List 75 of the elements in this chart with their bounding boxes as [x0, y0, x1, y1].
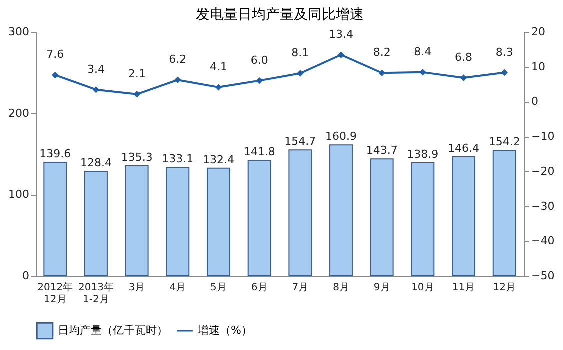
point	[297, 70, 304, 77]
point	[378, 70, 386, 76]
point	[420, 69, 426, 76]
y2-tick-label: 10	[532, 60, 546, 74]
bar	[84, 171, 108, 276]
bar	[288, 150, 312, 276]
data-label: 6.2	[169, 53, 187, 66]
point	[134, 91, 140, 98]
data-label: 6.8	[455, 51, 473, 64]
y-tick-label: 300	[8, 26, 30, 38]
bar	[248, 160, 272, 276]
data-label: 141.8	[244, 146, 276, 159]
data-label: 4.1	[210, 60, 228, 74]
point	[215, 84, 222, 91]
data-label: 143.7	[366, 144, 398, 158]
x-tick-label: 5月	[210, 282, 227, 294]
x-tick-label: 2013年 1-2月	[78, 282, 114, 306]
data-label: 2.1	[128, 67, 146, 80]
y2-tick-label: −20	[532, 164, 555, 178]
bar	[207, 168, 230, 276]
point	[174, 76, 182, 84]
data-label: 128.4	[80, 156, 112, 170]
legend-label: 增速（%）	[197, 324, 252, 337]
bar	[166, 167, 190, 276]
y2-tick-label: 0	[532, 95, 538, 108]
y2-tick-label: −50	[532, 270, 555, 282]
x-tick-label: 7月	[292, 282, 309, 294]
legend-label: 日均产量（亿千瓦时）	[58, 324, 168, 337]
data-label: 154.2	[488, 136, 520, 149]
bar	[492, 150, 516, 276]
x-tick-label: 11月	[452, 282, 476, 294]
data-label: 8.1	[292, 46, 310, 60]
data-label: 7.6	[46, 48, 64, 62]
data-label: 8.4	[414, 45, 432, 58]
data-label: 146.4	[448, 142, 480, 155]
data-label: 139.6	[40, 147, 72, 160]
bar	[411, 162, 435, 276]
bar	[44, 162, 68, 276]
point	[256, 77, 263, 84]
x-tick-label: 3月	[128, 282, 146, 294]
y-tick-label: 200	[8, 106, 30, 120]
bar	[370, 158, 394, 276]
bar	[452, 156, 476, 276]
data-label: 138.9	[407, 148, 439, 162]
x-tick-label: 12月	[493, 282, 516, 294]
x-tick-label: 4月	[170, 282, 186, 294]
data-label: 8.2	[373, 46, 391, 60]
y2-tick-label: −10	[532, 130, 555, 144]
y-tick-label: 100	[8, 188, 30, 202]
data-label: 135.3	[121, 150, 153, 164]
point	[338, 52, 345, 58]
bar	[330, 144, 353, 276]
point	[460, 74, 468, 82]
x-tick-label: 8月	[333, 282, 350, 294]
data-label: 8.3	[496, 46, 514, 59]
point	[501, 69, 508, 76]
data-label: 3.4	[87, 62, 105, 76]
data-label: 133.1	[162, 152, 194, 166]
data-label: 6.0	[250, 54, 268, 67]
x-tick-label: 2012年 12月	[38, 282, 74, 306]
y-tick-label: 0	[22, 270, 30, 282]
x-tick-label: 9月	[374, 282, 390, 294]
data-label: 154.7	[284, 135, 316, 148]
y2-tick-label: −30	[532, 200, 555, 213]
data-label: 13.4	[329, 28, 354, 42]
bar	[125, 165, 149, 276]
point	[52, 72, 59, 79]
x-tick-label: 10月	[412, 282, 434, 294]
x-tick-label: 6月	[251, 282, 268, 294]
y2-tick-label: −40	[532, 234, 555, 248]
chart-title: 发电量日均产量及同比增速	[196, 7, 364, 23]
y2-tick-label: 20	[532, 26, 546, 38]
point	[92, 86, 100, 94]
data-label: 132.4	[202, 153, 234, 166]
data-label: 160.9	[326, 130, 358, 144]
